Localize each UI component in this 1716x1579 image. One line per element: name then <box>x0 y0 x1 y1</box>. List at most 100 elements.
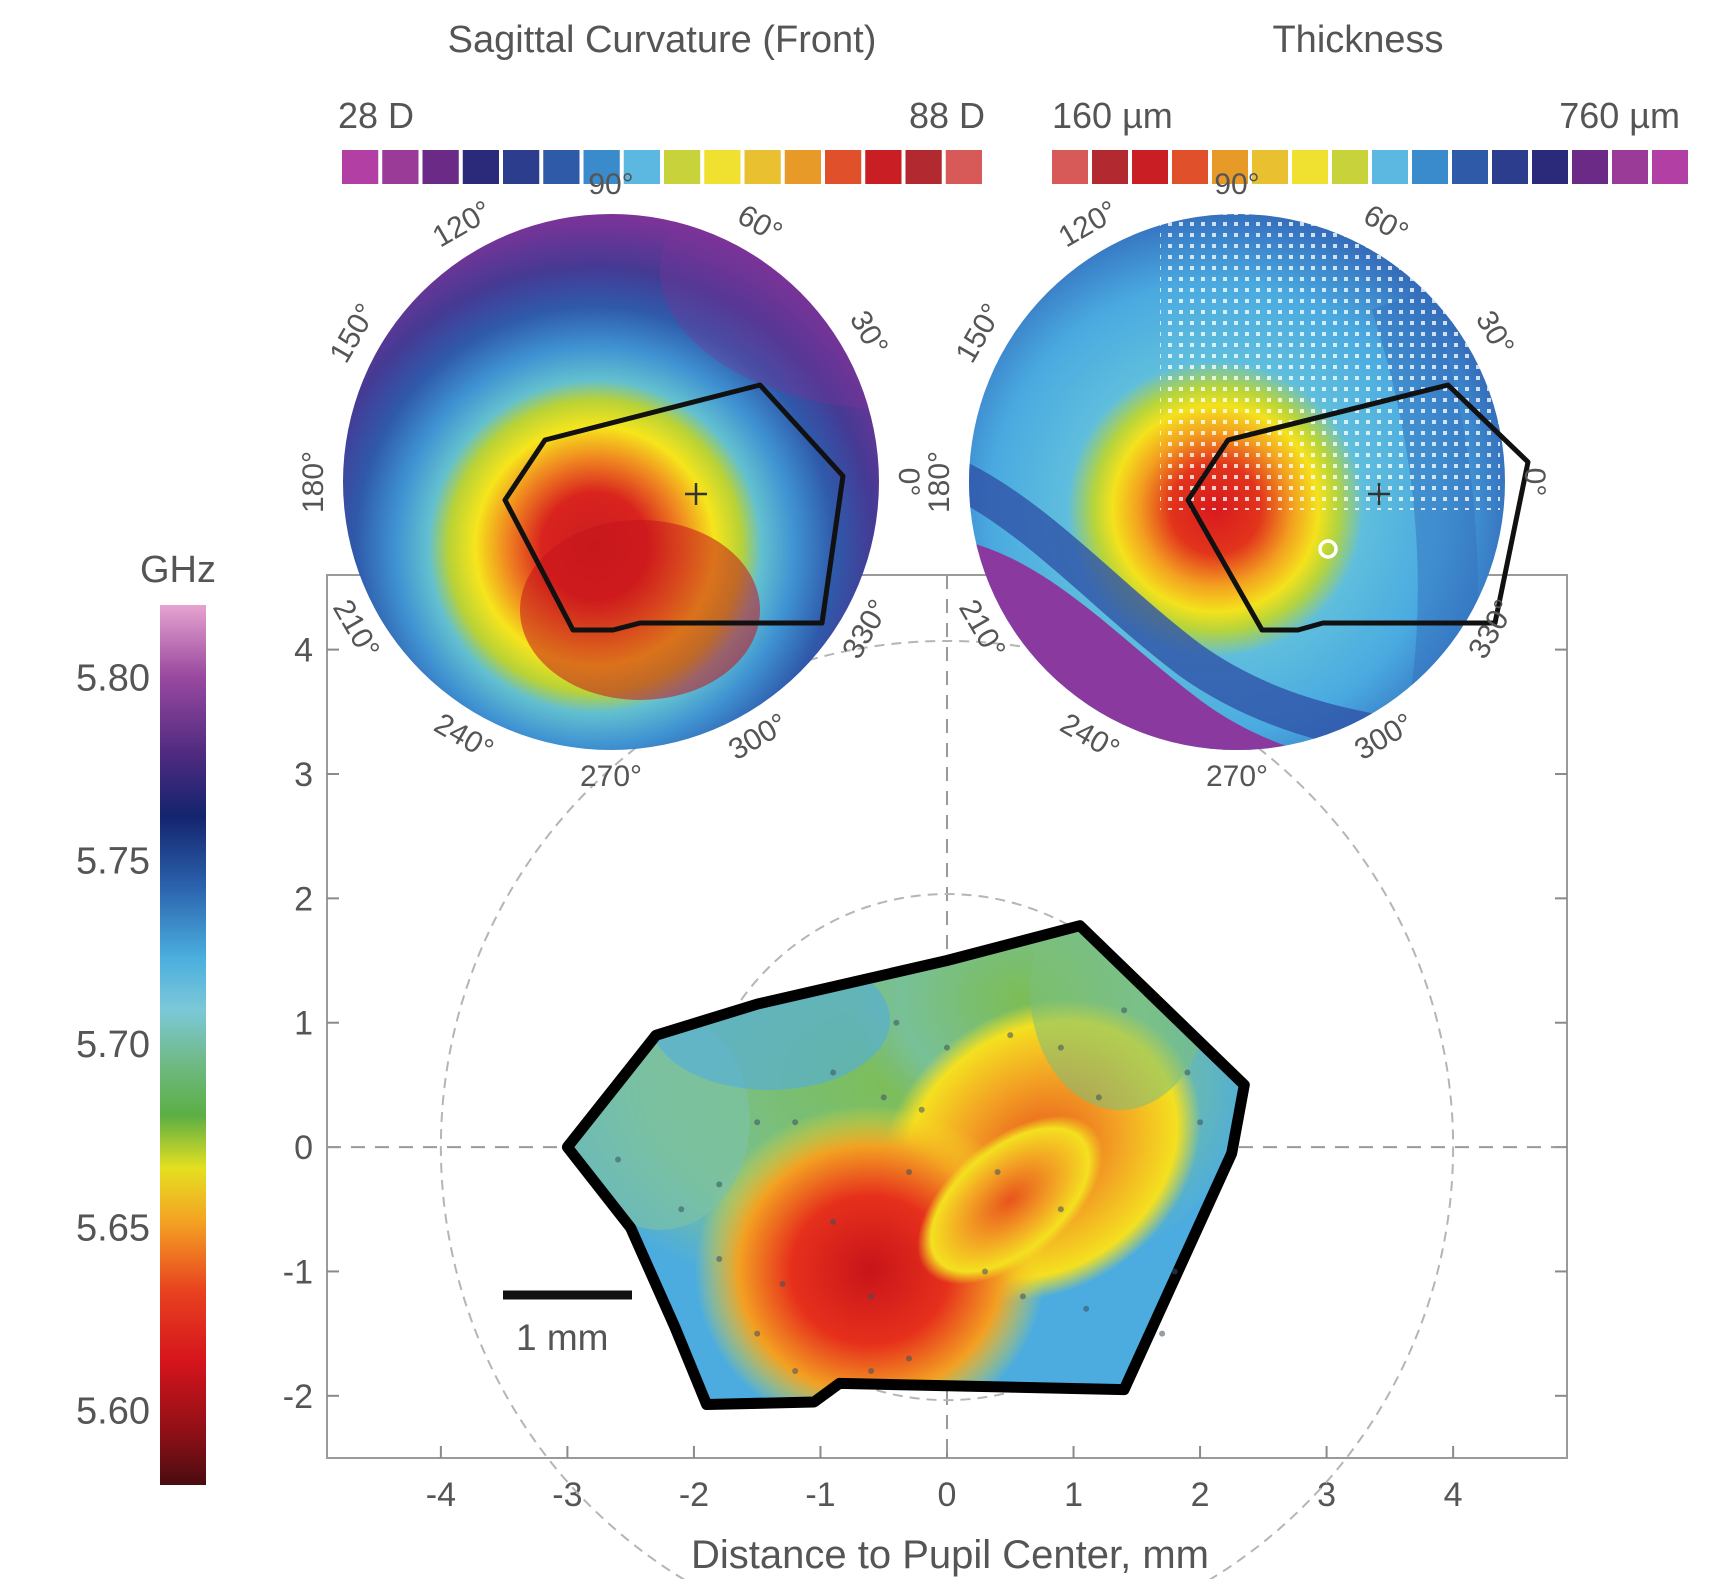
scale-swatch <box>1092 150 1128 184</box>
scale-bar-label: 1 mm <box>516 1317 609 1358</box>
colorbar-tick-label: 5.80 <box>76 657 150 699</box>
frequency-colorbar: GHz 5.80 5.75 5.70 5.65 5.60 <box>76 549 216 1485</box>
sample-point <box>1019 1293 1026 1300</box>
sample-point <box>792 1119 799 1126</box>
angle-label: 30° <box>1469 305 1520 361</box>
x-tick-label: 0 <box>938 1476 957 1514</box>
curvature-title: Sagittal Curvature (Front) <box>448 19 877 61</box>
sample-point <box>1057 1044 1064 1051</box>
scale-swatch <box>1132 150 1168 184</box>
thickness-map: 0°30°60°90°120°150°180°210°240°270°300°3… <box>923 168 1551 793</box>
scale-swatch <box>905 150 942 184</box>
sample-point <box>779 1280 786 1287</box>
heatmap-boundary <box>561 920 1250 1410</box>
curvature-center-cross <box>685 483 707 505</box>
scale-swatch <box>1492 150 1528 184</box>
radius-circle-4mm <box>440 640 1454 1579</box>
sample-point <box>1197 1119 1204 1126</box>
angle-label: 0° <box>892 468 925 497</box>
sample-point <box>868 1293 875 1300</box>
scale-swatch <box>1252 150 1288 184</box>
thickness-title: Thickness <box>1272 19 1443 61</box>
curvature-color-scale <box>342 150 982 184</box>
sample-point <box>615 1156 622 1163</box>
curvature-map: 0°30°60°90°120°150°180°210°240°270°300°3… <box>297 168 925 793</box>
scale-swatch <box>1172 150 1208 184</box>
x-tick-label: -1 <box>805 1476 835 1514</box>
sample-point <box>830 1069 837 1076</box>
colorbar-tick-label: 5.70 <box>76 1024 150 1066</box>
x-tick-label: 4 <box>1444 1476 1463 1514</box>
scale-swatch <box>623 150 660 184</box>
y-tick-label: 4 <box>294 632 313 670</box>
sample-point <box>1057 1206 1064 1213</box>
sample-point <box>1007 1032 1014 1039</box>
scale-swatch <box>1532 150 1568 184</box>
sample-point <box>893 1019 900 1026</box>
scale-swatch <box>865 150 902 184</box>
y-tick-label: 3 <box>294 756 313 794</box>
sample-point <box>754 1330 761 1337</box>
scale-swatch <box>744 150 781 184</box>
angle-label: 60° <box>1358 199 1414 250</box>
angle-label: 180° <box>297 451 330 513</box>
scale-swatch <box>1292 150 1328 184</box>
angle-label: 270° <box>580 760 642 793</box>
y-tick-label: -2 <box>283 1378 313 1416</box>
sample-point <box>906 1355 913 1362</box>
angle-label: 270° <box>1206 760 1268 793</box>
colorbar-ticks: 5.80 5.75 5.70 5.65 5.60 <box>76 657 150 1432</box>
thickness-zone-outline <box>1185 382 1531 633</box>
x-tick-label: -2 <box>679 1476 709 1514</box>
y-tick-label: 0 <box>294 1129 313 1167</box>
y-tick-label: 2 <box>294 880 313 918</box>
y-tick-label: -1 <box>283 1253 313 1291</box>
x-tick-label: -4 <box>426 1476 456 1514</box>
x-axis-ticks: -4 -3 -2 -1 0 1 2 3 4 <box>426 1446 1463 1514</box>
sample-point <box>880 1094 887 1101</box>
sample-point <box>830 1218 837 1225</box>
scale-swatch <box>1212 150 1248 184</box>
thickness-center-cross <box>1368 483 1390 505</box>
angle-label: 0° <box>1518 468 1551 497</box>
curvature-zone-outline <box>502 382 846 633</box>
x-tick-label: 3 <box>1317 1476 1336 1514</box>
sample-point <box>1171 1268 1178 1275</box>
thickness-thinnest-point <box>1318 539 1338 559</box>
sample-point <box>918 1106 925 1113</box>
sample-points <box>615 1007 1204 1374</box>
sample-point <box>1159 1330 1166 1337</box>
angle-label: 90° <box>588 168 633 201</box>
sample-point <box>678 1206 685 1213</box>
sample-point <box>994 1168 1001 1175</box>
scale-swatch <box>382 150 419 184</box>
sample-point <box>792 1367 799 1374</box>
scale-swatch <box>543 150 580 184</box>
heatmap-field <box>567 925 1245 1405</box>
scale-swatch <box>583 150 620 184</box>
colorbar-unit: GHz <box>140 549 216 591</box>
sample-point <box>1095 1094 1102 1101</box>
angle-label: 180° <box>923 451 956 513</box>
scale-swatch <box>1652 150 1688 184</box>
x-tick-label: 2 <box>1191 1476 1210 1514</box>
scale-swatch <box>1572 150 1608 184</box>
sample-point <box>944 1044 950 1051</box>
angle-label: 60° <box>732 199 788 250</box>
sample-point <box>981 1268 988 1275</box>
scale-swatch <box>664 150 701 184</box>
x-tick-label: 1 <box>1064 1476 1083 1514</box>
y-tick-label: 1 <box>294 1005 313 1043</box>
scale-swatch <box>1612 150 1648 184</box>
colorbar-tick-label: 5.75 <box>76 841 150 883</box>
sample-point <box>716 1256 723 1263</box>
scale-swatch <box>503 150 540 184</box>
angle-label: 90° <box>1214 168 1259 201</box>
sample-point <box>716 1181 723 1188</box>
scale-swatch <box>704 150 741 184</box>
sample-point <box>754 1119 761 1126</box>
scale-swatch <box>1372 150 1408 184</box>
scale-swatch <box>825 150 862 184</box>
scale-swatch <box>1452 150 1488 184</box>
